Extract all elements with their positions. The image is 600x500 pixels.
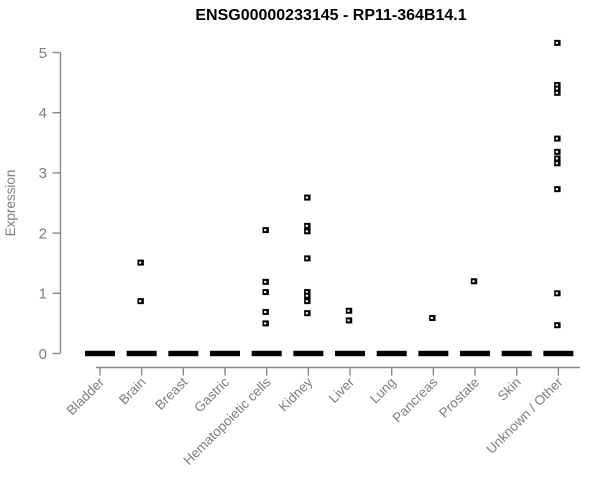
data-point-center [305, 224, 308, 227]
data-point-center [555, 162, 558, 165]
zero-cluster-bar [501, 350, 532, 357]
x-tick-label: Liver [326, 374, 358, 406]
data-point-center [139, 300, 142, 303]
data-point-center [555, 137, 558, 140]
data-point-center [264, 291, 267, 294]
x-tick-label: Breast [152, 374, 190, 412]
zero-cluster-bar [126, 350, 157, 357]
data-point-center [555, 324, 558, 327]
data-point-center [555, 91, 558, 94]
y-tick-label: 5 [39, 45, 47, 62]
data-point-center [139, 261, 142, 264]
zero-cluster-bar [418, 350, 449, 357]
zero-cluster-bar [460, 350, 491, 357]
y-tick-label: 2 [39, 225, 47, 242]
x-tick-label: Gastric [191, 374, 232, 415]
x-tick-label: Kidney [276, 374, 316, 414]
zero-cluster-bar [543, 350, 574, 357]
x-tick-label: Pancreas [390, 374, 441, 425]
data-point-center [555, 157, 558, 160]
data-point-center [264, 310, 267, 313]
zero-cluster-bar [85, 350, 115, 357]
zero-cluster-bar [251, 350, 282, 357]
data-point-center [305, 230, 308, 233]
data-point-center [305, 196, 308, 199]
y-tick-label: 3 [39, 165, 47, 182]
data-point-center [347, 309, 350, 312]
zero-cluster-bar [376, 350, 407, 357]
data-point-center [555, 188, 558, 191]
zero-cluster-bar [210, 350, 241, 357]
y-tick-label: 4 [39, 105, 47, 122]
x-tick-label: Lung [367, 375, 399, 407]
x-tick-label: Bladder [64, 374, 108, 418]
data-point-center [305, 312, 308, 315]
x-tick-label: Prostate [436, 375, 482, 421]
data-point-center [555, 41, 558, 44]
y-axis-label: Expression [3, 170, 18, 237]
zero-cluster-bar [168, 350, 199, 357]
data-point-center [347, 319, 350, 322]
data-point-center [305, 291, 308, 294]
x-tick-label: Skin [495, 375, 524, 404]
data-point-center [555, 84, 558, 87]
data-point-center [430, 316, 433, 319]
data-point-center [305, 294, 308, 297]
data-point-center [555, 292, 558, 295]
data-point-center [472, 280, 475, 283]
chart-title: ENSG00000233145 - RP11-364B14.1 [195, 7, 467, 24]
data-point-center [305, 300, 308, 303]
data-point-center [555, 87, 558, 90]
data-point-center [305, 257, 308, 260]
data-point-center [264, 229, 267, 232]
data-point-center [264, 322, 267, 325]
zero-cluster-bar [335, 350, 366, 357]
data-point-center [264, 280, 267, 283]
x-tick-label: Brain [116, 375, 149, 408]
x-tick-label: Unknown / Other [483, 374, 566, 457]
zero-cluster-bar [293, 350, 324, 357]
data-point-center [555, 150, 558, 153]
y-tick-label: 0 [39, 346, 47, 363]
y-tick-label: 1 [39, 286, 47, 303]
